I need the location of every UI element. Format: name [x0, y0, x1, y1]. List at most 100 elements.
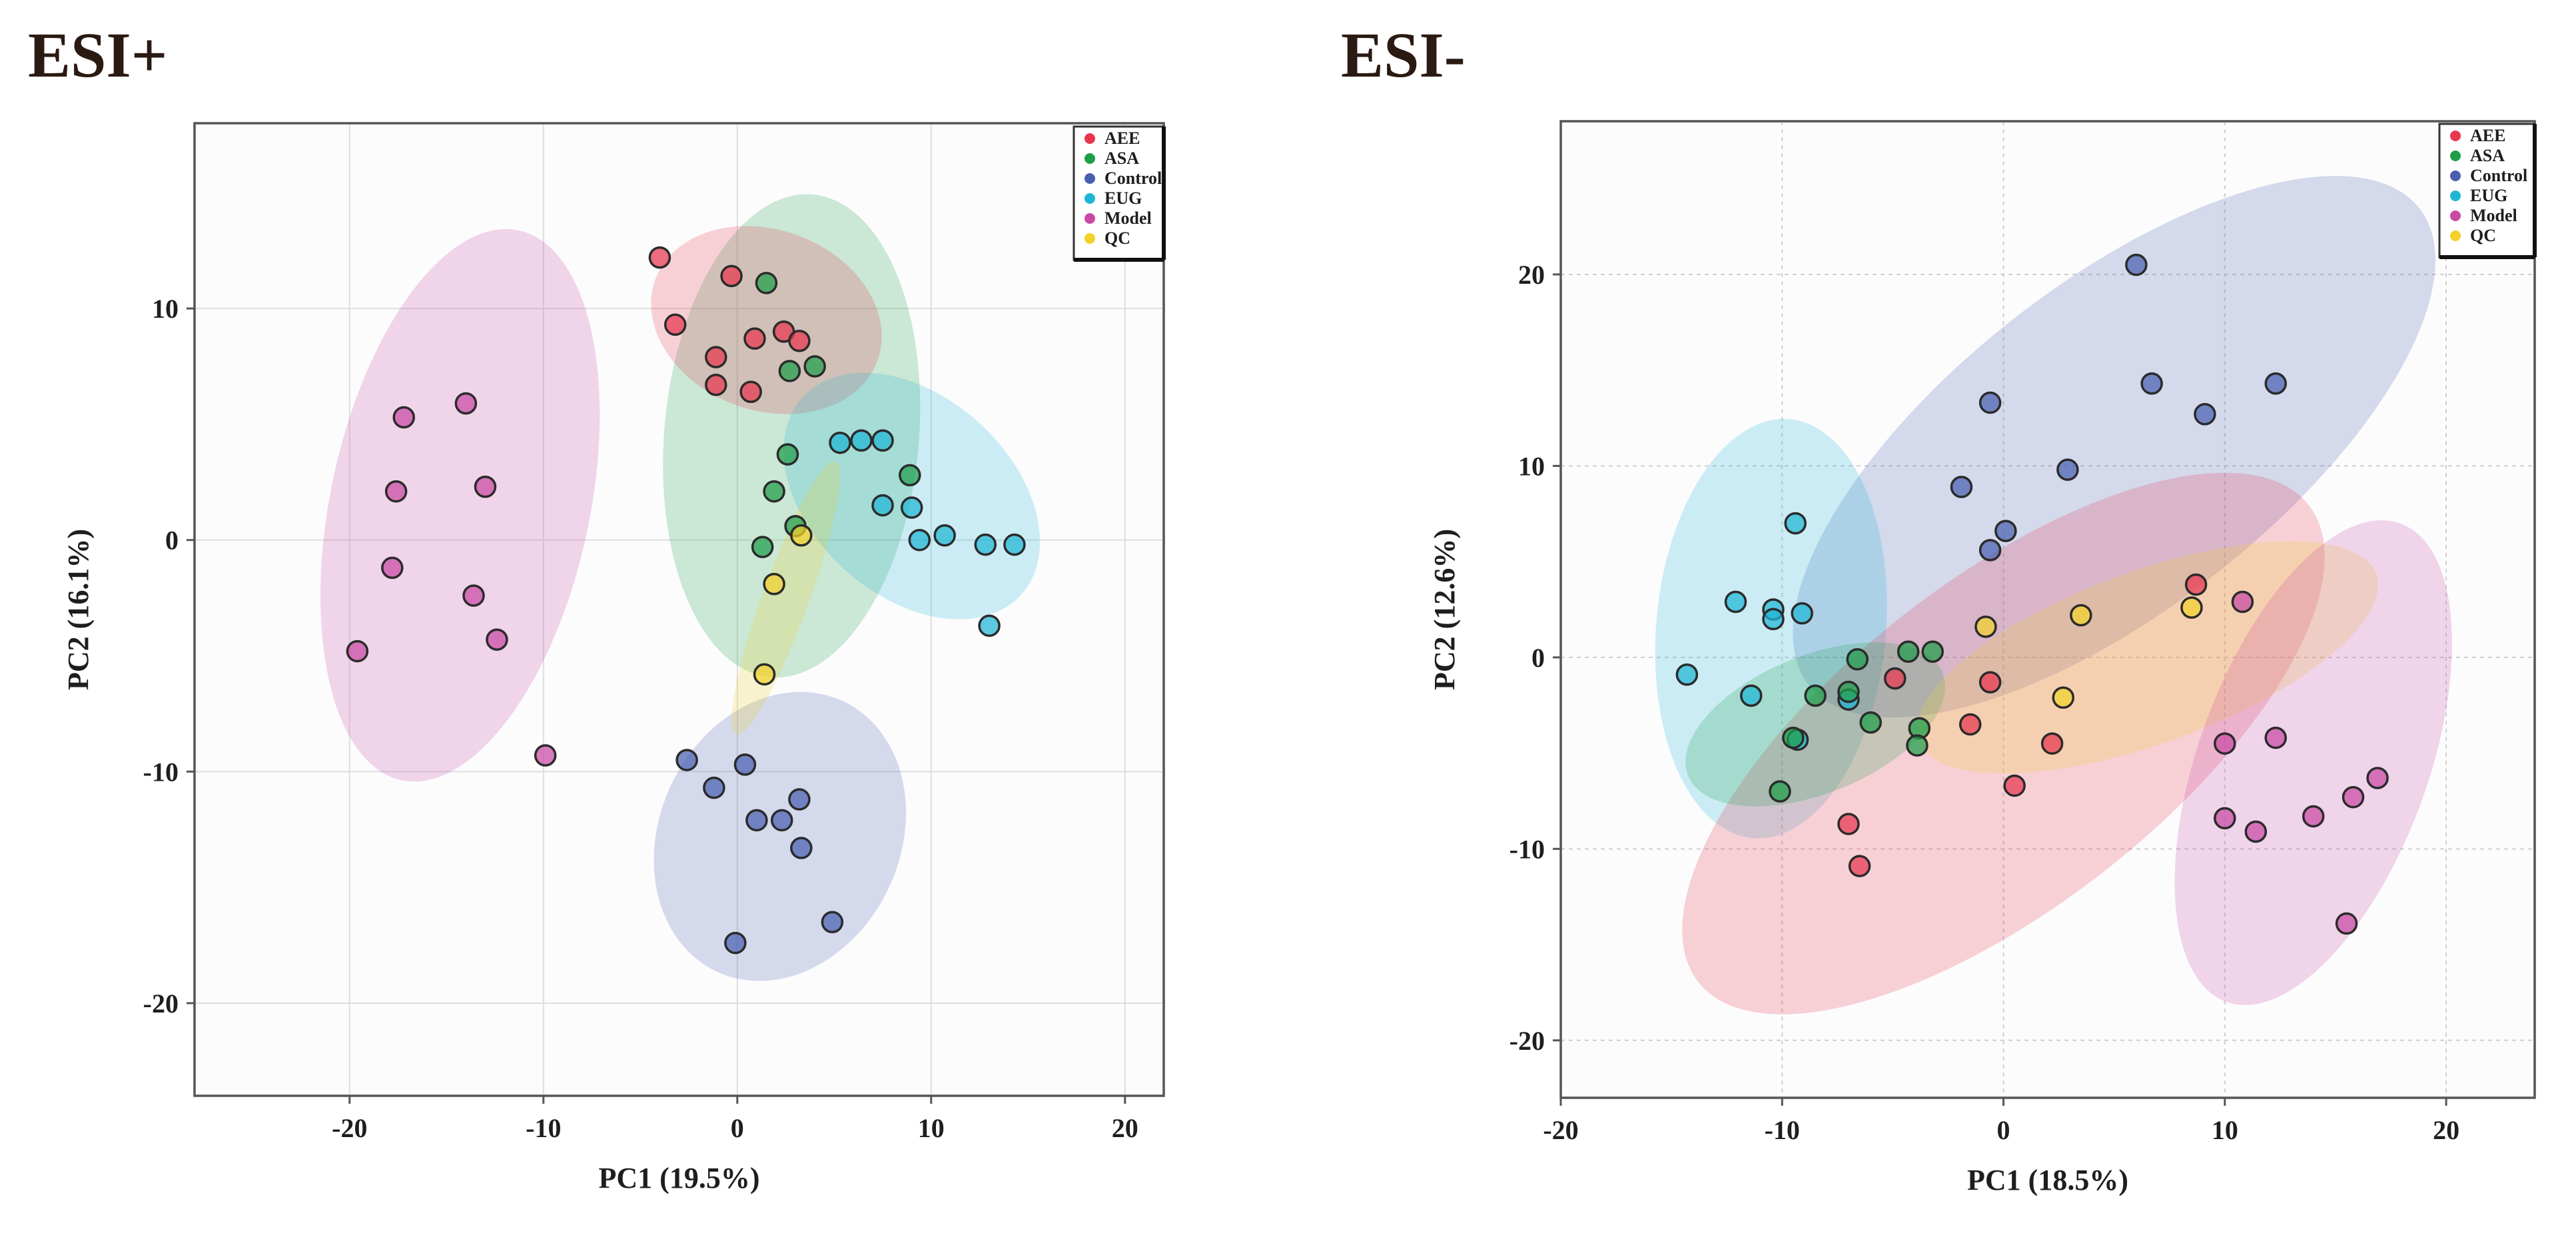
esi-minus-point-model-5 — [2214, 807, 2236, 830]
esi-minus-point-model-2 — [2264, 726, 2287, 749]
esi-plus-point-asa-2 — [778, 360, 801, 382]
esi-minus-point-asa-3 — [1804, 684, 1827, 707]
esi-plus-legend-label-model: Model — [1104, 208, 1152, 228]
esi-minus-point-eug-3 — [1762, 608, 1785, 631]
esi-minus-legend-label-aee: AEE — [2470, 126, 2505, 145]
esi-minus-point-control-5 — [2056, 458, 2079, 481]
esi-plus-point-qc-2 — [753, 663, 776, 686]
esi-minus-ellipse-qc — [1917, 541, 2378, 774]
esi-plus-legend-label-eug: EUG — [1104, 189, 1142, 208]
esi-minus-point-asa-9 — [1769, 780, 1791, 803]
esi-plus-legend-swatch-aee — [1084, 133, 1095, 144]
esi-minus-point-qc-2 — [2052, 686, 2075, 709]
esi-plus-point-aee-0 — [648, 246, 671, 269]
esi-plus-ytick-label-1: -10 — [143, 757, 179, 787]
esi-plus-point-model-7 — [346, 639, 369, 663]
esi-plus-point-control-6 — [790, 837, 813, 859]
esi-minus-ellipse-model — [2174, 520, 2452, 1005]
esi-plus-legend-label-qc: QC — [1104, 228, 1130, 248]
esi-minus-legend-label-control: Control — [2470, 166, 2527, 185]
esi-plus-point-aee-4 — [743, 327, 766, 350]
esi-plus-legend-swatch-control — [1084, 173, 1095, 184]
esi-minus-point-eug-5 — [1675, 663, 1699, 686]
esi-minus-ellipse-control — [1793, 176, 2435, 718]
esi-plus-point-aee-8 — [739, 380, 762, 403]
esi-plus-xtick-label-2: 0 — [731, 1113, 744, 1143]
esi-minus-point-asa-1 — [1846, 647, 1869, 671]
esi-plus-plot-area — [195, 123, 1164, 1096]
esi-plus-point-control-5 — [770, 809, 793, 832]
esi-minus-point-aee-6 — [1837, 813, 1860, 835]
esi-plus-point-aee-7 — [705, 374, 727, 396]
esi-plus-legend-swatch-qc — [1084, 233, 1095, 244]
esi-plus-point-model-1 — [392, 406, 416, 429]
esi-minus-plot-area — [1561, 121, 2535, 1098]
esi-minus-point-eug-1 — [1724, 590, 1747, 614]
esi-minus-legend-swatch-control — [2450, 171, 2461, 181]
esi-minus-point-asa-5 — [1859, 711, 1882, 734]
esi-plus-xtick-label-0: -20 — [332, 1113, 367, 1143]
esi-plus-y-axis-label: PC2 (16.1%) — [62, 529, 95, 690]
esi-minus-point-aee-1 — [1883, 667, 1907, 690]
esi-plus-point-control-4 — [745, 809, 768, 832]
esi-plus-ytick-label-2: 0 — [165, 526, 179, 556]
esi-plus-point-eug-3 — [871, 494, 894, 517]
esi-plus-point-control-3 — [788, 788, 811, 811]
esi-minus-ytick-label-2: 0 — [1531, 643, 1545, 673]
esi-plus-legend-label-asa: ASA — [1104, 149, 1139, 168]
esi-plus-point-control-1 — [733, 753, 757, 776]
esi-plus-point-model-2 — [384, 480, 408, 503]
esi-minus-point-eug-0 — [1784, 512, 1807, 535]
esi-plus-point-asa-0 — [755, 272, 778, 294]
esi-minus-legend-swatch-eug — [2450, 191, 2461, 201]
esi-minus-legend-label-qc: QC — [2470, 226, 2496, 245]
esi-minus-xtick-label-4: 20 — [2433, 1115, 2459, 1145]
esi-minus-point-aee-5 — [2003, 774, 2026, 797]
esi-minus-point-asa-8 — [1782, 726, 1805, 749]
esi-minus-x-axis-label: PC1 (18.5%) — [1967, 1164, 2128, 1196]
esi-minus-point-asa-7 — [1906, 734, 1929, 757]
esi-minus-ytick-label-1: -10 — [1509, 834, 1545, 864]
esi-minus-point-model-3 — [2366, 767, 2389, 789]
esi-minus-point-qc-0 — [2070, 604, 2092, 627]
esi-minus-point-control-1 — [1978, 391, 2002, 414]
esi-minus-point-model-6 — [2302, 805, 2325, 828]
esi-plus-legend-label-control: Control — [1104, 169, 1162, 188]
esi-minus-point-control-7 — [1994, 520, 2017, 542]
esi-plus-point-eug-8 — [1003, 533, 1026, 556]
esi-plus-point-model-4 — [381, 556, 404, 580]
esi-plus-point-model-3 — [474, 476, 497, 498]
esi-plus-ellipse-control — [653, 691, 907, 981]
esi-minus-point-aee-4 — [2040, 732, 2064, 755]
esi-minus-point-control-3 — [2194, 403, 2216, 426]
esi-minus-point-qc-3 — [1974, 616, 1997, 638]
esi-minus-point-model-0 — [2231, 590, 2254, 614]
esi-minus-point-asa-4 — [1837, 680, 1860, 703]
esi-minus-xtick-label-3: 10 — [2212, 1115, 2238, 1145]
esi-minus-legend-swatch-asa — [2450, 151, 2461, 161]
esi-minus-point-model-7 — [2244, 820, 2268, 843]
esi-minus-ytick-label-4: 20 — [1518, 260, 1545, 290]
esi-plus-point-asa-3 — [776, 443, 799, 466]
esi-minus-point-control-8 — [1978, 539, 2002, 562]
esi-plus-legend-label-aee: AEE — [1104, 129, 1140, 148]
esi-minus-legend-label-eug: EUG — [2470, 186, 2507, 205]
esi-plus-point-eug-7 — [974, 533, 997, 556]
esi-plus-x-axis-label: PC1 (19.5%) — [599, 1162, 760, 1194]
esi-minus-plot-frame — [1559, 120, 2536, 1099]
esi-minus-point-control-6 — [1950, 476, 1973, 498]
esi-minus-point-asa-0 — [1921, 640, 1944, 663]
esi-minus-ytick-label-3: 10 — [1518, 451, 1545, 481]
esi-plus-point-qc-0 — [790, 524, 813, 547]
esi-plus-legend-swatch-asa — [1084, 153, 1095, 164]
esi-minus-point-qc-1 — [2180, 596, 2203, 619]
esi-plus-point-asa-1 — [803, 355, 826, 378]
esi-minus-xtick-label-2: 0 — [1997, 1115, 2010, 1145]
esi-plus-xtick-label-4: 20 — [1112, 1113, 1138, 1143]
esi-plus-point-aee-5 — [788, 330, 811, 352]
esi-minus-point-eug-4 — [1791, 602, 1813, 625]
esi-minus-xtick-label-1: -10 — [1765, 1115, 1800, 1145]
esi-plus-point-model-8 — [534, 744, 557, 767]
esi-plus-plot-frame — [193, 122, 1165, 1097]
esi-plus-xtick-label-1: -10 — [526, 1113, 561, 1143]
